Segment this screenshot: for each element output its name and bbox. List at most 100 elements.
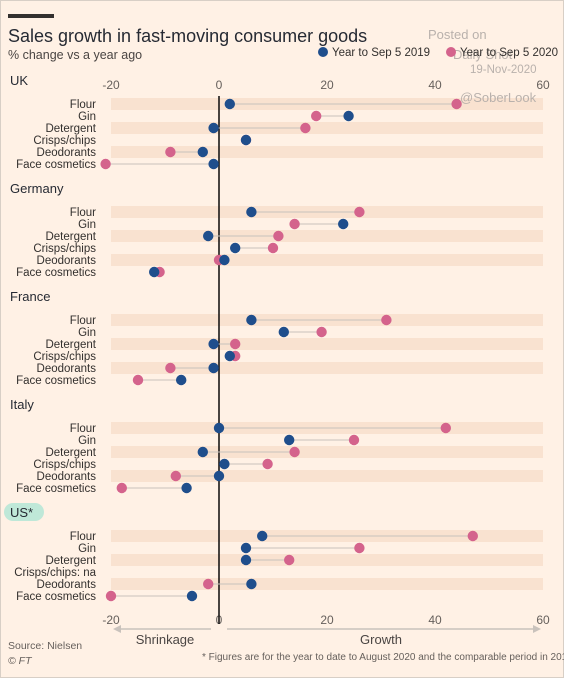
point-2019 [219, 254, 230, 266]
point-2020 [273, 230, 284, 242]
x-tick-label-top: 20 [320, 78, 334, 92]
point-2019 [240, 554, 252, 566]
point-2020 [262, 458, 273, 470]
point-2019 [197, 146, 208, 158]
row-label: Deodorants [37, 147, 97, 159]
point-2020 [170, 470, 181, 482]
point-2019 [208, 338, 219, 350]
x-tick-label-bottom: -20 [102, 613, 120, 627]
legend-label-2019: Year to Sep 5 2019 [332, 47, 431, 59]
point-2019 [213, 470, 225, 482]
group-label: UK [10, 73, 28, 88]
legend-item-2019: Year to Sep 5 2019 [318, 47, 430, 59]
point-2020 [105, 590, 117, 602]
row-band [111, 554, 543, 566]
row-band [111, 230, 543, 242]
row-band [111, 446, 543, 458]
row-label: Detergent [45, 231, 96, 243]
row-label: Crisps/chips [33, 243, 96, 255]
point-2020 [132, 374, 144, 386]
point-2020 [165, 362, 176, 374]
point-2019 [224, 98, 235, 110]
legend-label-2020: Year to Sep 5 2020 [460, 47, 559, 59]
point-2019 [186, 590, 198, 602]
point-2020 [267, 242, 279, 254]
x-tick-label-bottom: 20 [320, 613, 334, 627]
point-2020 [203, 578, 214, 590]
point-2020 [440, 422, 451, 434]
point-2020 [354, 206, 365, 218]
row-label: Face cosmetics [16, 375, 96, 387]
point-2020 [451, 98, 462, 110]
point-2019 [224, 350, 235, 362]
watermark-date: 19-Nov-2020 [470, 64, 537, 76]
point-2020 [316, 326, 327, 338]
group-label: France [10, 289, 50, 304]
row-label: Flour [70, 99, 96, 111]
row-band [111, 254, 543, 266]
point-2019 [246, 314, 257, 326]
chart-subtitle: % change vs a year ago [8, 48, 143, 62]
x-tick-label-top: -20 [102, 78, 120, 92]
row-band [111, 578, 543, 590]
point-2020 [381, 314, 392, 326]
point-2020 [348, 434, 360, 446]
legend-marker-2019 [318, 47, 328, 57]
row-label: Flour [70, 315, 96, 327]
point-2019 [278, 326, 289, 338]
watermark-handle: @SoberLook [460, 90, 537, 105]
legend-marker-2020 [446, 47, 456, 57]
row-label: Detergent [45, 555, 96, 567]
row-label: Face cosmetics [16, 159, 96, 171]
row-label: Flour [70, 207, 96, 219]
row-label: Detergent [45, 339, 96, 351]
point-2020 [311, 110, 322, 122]
watermark-posted: Posted on [428, 27, 487, 42]
point-2019 [257, 530, 268, 542]
row-label: Crisps/chips [33, 459, 96, 471]
row-label: Detergent [45, 447, 96, 459]
point-2020 [165, 146, 176, 158]
row-label: Crisps/chips [33, 135, 96, 147]
point-2019 [240, 134, 252, 146]
x-tick-label-top: 60 [536, 78, 550, 92]
footnote: * Figures are for the year to date to Au… [202, 652, 564, 663]
source-note: Source: Nielsen [8, 640, 83, 652]
row-band [111, 338, 543, 350]
point-2019 [246, 578, 257, 590]
point-2019 [240, 542, 252, 554]
point-2019 [208, 122, 219, 134]
x-tick-label-bottom: 60 [536, 613, 550, 627]
row-band [111, 122, 543, 134]
point-2019 [197, 446, 208, 458]
point-2019 [208, 158, 219, 170]
row-label: Gin [78, 435, 96, 447]
ft-credit: © FT [8, 655, 32, 667]
row-label: Gin [78, 111, 96, 123]
x-tick-label-top: 40 [428, 78, 442, 92]
row-label: Deodorants [37, 255, 97, 267]
point-2020 [230, 338, 241, 350]
group-label: Germany [10, 181, 64, 196]
row-label: Deodorants [37, 471, 97, 483]
point-2020 [100, 158, 111, 170]
x-tick-label-bottom: 40 [428, 613, 442, 627]
growth-label: Growth [360, 632, 402, 647]
point-2019 [343, 110, 354, 122]
point-2019 [208, 362, 219, 374]
point-2019 [176, 374, 187, 386]
legend-item-2020: Year to Sep 5 2020 [446, 47, 558, 59]
point-2020 [289, 218, 300, 230]
title-accent-bar [8, 14, 54, 18]
point-2019 [203, 230, 214, 242]
row-label: Flour [70, 423, 96, 435]
point-2019 [213, 422, 225, 434]
point-2019 [149, 266, 160, 278]
point-2020 [354, 542, 365, 554]
group-label: US* [10, 505, 33, 520]
watermark-source: Daily Shot [453, 47, 513, 62]
group-label: Italy [10, 397, 34, 412]
point-2019 [230, 242, 241, 254]
point-2019 [338, 218, 349, 230]
